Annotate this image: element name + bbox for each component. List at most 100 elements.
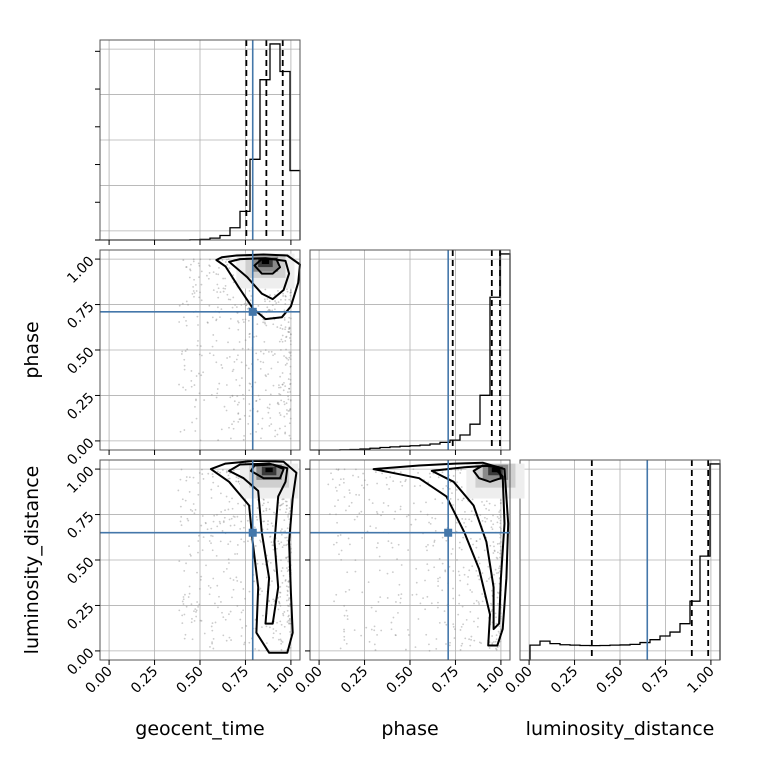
- scatter-point: [180, 468, 183, 471]
- scatter-point: [286, 594, 289, 597]
- scatter-point: [394, 634, 397, 637]
- y-tick-label-luminosity_distance: 0.50: [64, 554, 97, 587]
- density-cell: [265, 467, 273, 473]
- scatter-point: [256, 562, 259, 565]
- scatter-point: [279, 375, 282, 378]
- scatter-point: [272, 628, 275, 630]
- scatter-point: [261, 427, 263, 430]
- scatter-point: [348, 505, 351, 508]
- scatter-point: [235, 378, 238, 381]
- scatter-point: [471, 498, 474, 501]
- scatter-point: [457, 570, 460, 573]
- scatter-point: [407, 549, 410, 551]
- scatter-point: [235, 576, 238, 579]
- scatter-point: [345, 509, 347, 512]
- scatter-point: [198, 276, 200, 279]
- scatter-point: [256, 358, 259, 361]
- scatter-point: [244, 318, 247, 321]
- scatter-point: [477, 617, 479, 620]
- scatter-point: [248, 336, 251, 338]
- scatter-point: [472, 543, 474, 546]
- scatter-point: [268, 407, 271, 410]
- scatter-point: [288, 326, 291, 329]
- scatter-point: [178, 609, 181, 612]
- scatter-point: [196, 601, 199, 603]
- truth-marker: [248, 528, 257, 537]
- scatter-point: [223, 516, 226, 519]
- scatter-point: [335, 513, 337, 516]
- scatter-point: [221, 367, 224, 369]
- scatter-point: [473, 602, 475, 605]
- scatter-point: [396, 558, 398, 560]
- scatter-point: [181, 302, 184, 305]
- scatter-point: [269, 535, 272, 538]
- scatter-point: [397, 612, 399, 614]
- scatter-point: [286, 543, 289, 546]
- scatter-point: [237, 412, 240, 415]
- scatter-point: [485, 580, 488, 583]
- scatter-point: [188, 476, 191, 479]
- scatter-point: [462, 497, 465, 500]
- scatter-point: [276, 433, 279, 436]
- scatter-point: [385, 483, 388, 486]
- scatter-point: [236, 579, 239, 582]
- scatter-point: [185, 476, 188, 478]
- scatter-point: [277, 638, 280, 641]
- scatter-point: [284, 385, 287, 388]
- scatter-point: [220, 364, 223, 366]
- scatter-point: [473, 514, 476, 517]
- scatter-point: [226, 357, 229, 359]
- scatter-point: [195, 290, 198, 292]
- scatter-point: [279, 595, 282, 598]
- scatter-point: [268, 308, 270, 311]
- scatter-point: [289, 631, 291, 633]
- scatter-point: [347, 537, 350, 540]
- scatter-point: [485, 507, 488, 510]
- scatter-point: [246, 519, 249, 522]
- scatter-point: [216, 470, 219, 473]
- scatter-point: [266, 306, 269, 309]
- scatter-point: [366, 483, 369, 486]
- scatter-point: [184, 388, 187, 391]
- scatter-point: [288, 337, 291, 339]
- scatter-point: [243, 303, 246, 305]
- scatter-point: [289, 391, 292, 393]
- scatter-point: [191, 292, 194, 295]
- scatter-point: [491, 642, 494, 644]
- scatter-point: [185, 562, 187, 565]
- scatter-point: [338, 484, 341, 486]
- scatter-point: [399, 508, 402, 511]
- scatter-point: [192, 286, 195, 288]
- scatter-point: [353, 629, 356, 632]
- scatter-point: [286, 504, 288, 507]
- scatter-point: [268, 600, 271, 603]
- y-tick-label-phase: 0.50: [64, 344, 97, 377]
- scatter-point: [285, 357, 288, 360]
- scatter-point: [449, 481, 452, 483]
- scatter-point: [281, 528, 283, 531]
- scatter-point: [225, 384, 228, 386]
- y-tick-label-phase: 1.00: [64, 253, 97, 286]
- scatter-point: [286, 288, 288, 291]
- scatter-point: [202, 371, 205, 374]
- scatter-point: [358, 494, 360, 496]
- scatter-point: [283, 611, 286, 613]
- scatter-point: [458, 594, 461, 597]
- x-tick-label-geocent_time: 1.00: [264, 664, 297, 697]
- scatter-point: [186, 348, 189, 351]
- scatter-point: [265, 324, 268, 327]
- scatter-point: [492, 523, 495, 526]
- scatter-point: [279, 504, 282, 507]
- scatter-point: [242, 609, 245, 612]
- scatter-point: [242, 588, 245, 590]
- scatter-point: [265, 509, 268, 512]
- scatter-point: [195, 399, 197, 402]
- scatter-point: [243, 504, 245, 507]
- scatter-point: [441, 502, 444, 504]
- scatter-point: [264, 288, 267, 291]
- scatter-point: [332, 543, 335, 546]
- scatter-point: [499, 509, 502, 512]
- scatter-point: [283, 415, 286, 418]
- scatter-point: [483, 504, 486, 507]
- scatter-point: [391, 571, 394, 574]
